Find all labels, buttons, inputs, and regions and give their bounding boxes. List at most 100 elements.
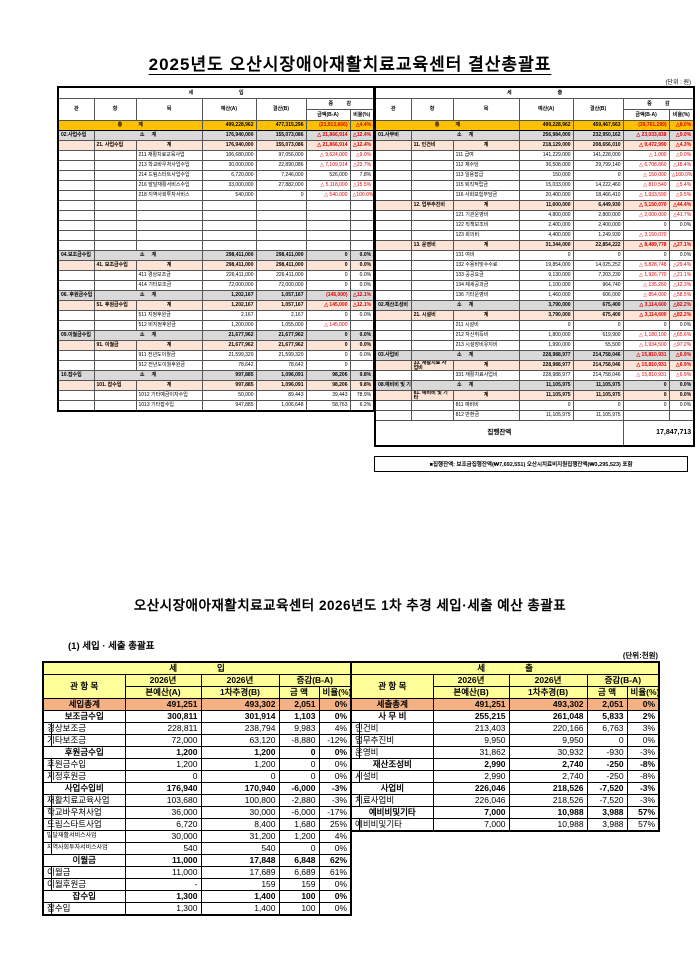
- cell: [57, 310, 95, 321]
- cell: 0: [305, 330, 351, 341]
- cell: △ 21,866,914: [305, 140, 351, 151]
- cell: 298,411,000: [201, 250, 257, 261]
- table-row: 101. 잡수입 계 997,885 1,096,091 98,206 9.8%: [57, 380, 375, 391]
- cell: 0.0%: [668, 320, 695, 331]
- cell: 116 사회보험부담금: [452, 190, 520, 201]
- cell: [410, 170, 454, 181]
- cell: 55,500: [572, 340, 624, 351]
- cell: 100: [278, 890, 320, 903]
- cell: 4%: [318, 830, 352, 843]
- cell: [410, 210, 454, 221]
- cell: 0: [278, 770, 320, 783]
- cell: 0%: [318, 758, 352, 771]
- revenue-band: 세입: [57, 86, 375, 99]
- cell: △4.4%: [349, 120, 375, 131]
- cell: 0.0%: [349, 350, 375, 361]
- cell: 업무추진비: [350, 734, 434, 747]
- cell: 606,000: [572, 290, 624, 301]
- cell: 2,167: [255, 310, 307, 321]
- cell: 81. 예비비 및 기타: [410, 390, 454, 401]
- cell: 512 비지정후원금: [135, 320, 203, 331]
- cell: 121 기관운영비: [452, 210, 520, 221]
- cell: 675,400: [572, 310, 624, 321]
- cell: 136 기타운영비: [452, 290, 520, 301]
- cell: 11,000: [124, 854, 202, 867]
- cell: 0.0%: [668, 380, 695, 391]
- cell: [374, 210, 412, 221]
- cell: 9.8%: [349, 370, 375, 381]
- table-row: 212 자산취득비 1,800,000 619,900 △ 1,180,100 △65.…: [374, 330, 695, 341]
- cell: 947,885: [201, 400, 257, 412]
- settlement-expense-table: 세출 관 항 목 예산(A) 결산(B) 증 감 금액(B-A) 비율(%) 총…: [374, 86, 696, 447]
- table-row: 912 전년도이월후원금 78,642 78,642 0: [57, 360, 375, 371]
- cell: 0: [255, 190, 307, 201]
- cell: [93, 280, 137, 291]
- cell: 7,246,000: [255, 170, 307, 181]
- cell: 155,073,086: [255, 130, 307, 141]
- cell: 예비비및기타: [350, 818, 434, 832]
- cell: 0: [305, 250, 351, 261]
- cell: 증감(B-A): [586, 674, 660, 687]
- cell: 111 급여: [452, 150, 520, 161]
- cell: [93, 360, 137, 371]
- cell: 09.이월금수입: [57, 330, 95, 341]
- cell: 14,222,460: [572, 180, 624, 191]
- table-row: 216 발달재활서비스수입 33,000,000 27,882,000 △ 5,118…: [57, 180, 375, 191]
- cell: △9.0%: [668, 130, 695, 141]
- cell: △ 854,000: [622, 290, 670, 301]
- settlement-expense-column: 세출 관 항 목 예산(A) 결산(B) 증 감 금액(B-A) 비율(%) 총…: [374, 86, 696, 472]
- cell: 금 액: [586, 686, 628, 699]
- cell: 62%: [318, 854, 352, 867]
- cell: 211 시설비: [452, 320, 520, 331]
- cell: 10.잡수입: [57, 370, 95, 381]
- cell: 78,642: [201, 360, 257, 371]
- cell: 11,105,975: [518, 390, 574, 401]
- cell: 0.0%: [349, 270, 375, 281]
- cell: 97,056,000: [255, 150, 307, 161]
- cell: 9,950: [508, 734, 588, 747]
- cell: 소계: [410, 350, 520, 361]
- cell: 학교바우처사업: [42, 806, 126, 819]
- cell: [57, 210, 95, 221]
- cell: 2,167: [201, 310, 257, 321]
- cell: 0: [278, 842, 320, 855]
- cell: [374, 400, 412, 411]
- cell: 사업비: [350, 782, 434, 795]
- cell: 9,983: [278, 722, 320, 735]
- cell: [410, 280, 454, 291]
- cell: 금액(B-A): [622, 109, 670, 121]
- cell: 0: [622, 320, 670, 331]
- cell: [57, 340, 95, 351]
- table-section: 집행잔액 17,847,713: [374, 420, 695, 447]
- cell: 256,984,000: [518, 130, 574, 141]
- table-section: 세출총계 491,251 493,302 2,051 0% 사 무 비 255,215 261…: [350, 698, 660, 832]
- cell: 812 반환금: [452, 410, 520, 421]
- cell: [201, 220, 257, 231]
- table-row: 41. 보조금수입 계 298,411,000 298,411,000 0 0.0%: [57, 260, 375, 271]
- cell: 1,200: [278, 830, 320, 843]
- cell: [374, 170, 412, 181]
- cell: (21,913,666): [305, 120, 351, 131]
- table-row: 812 반환금 11,105,975 11,105,975: [374, 410, 695, 421]
- cell: 141,229,000: [518, 150, 574, 161]
- cell: [57, 150, 95, 161]
- cell: 214 드림스타트사업수입: [135, 170, 203, 181]
- cell: 72,000,000: [255, 280, 307, 291]
- cell: [349, 200, 375, 211]
- cell: 228,988,977: [518, 370, 574, 381]
- cell: 항: [93, 98, 137, 121]
- cell: 7,000: [432, 818, 510, 832]
- table-row: 이월후원금 -159 159 0%: [42, 878, 352, 891]
- cell: △ 5,828,748: [622, 260, 670, 271]
- table-row: 이월금 11,000 17,848 6,848 62%: [42, 854, 352, 867]
- cell: 301,914: [200, 710, 280, 723]
- table-row: 시설비 2,990 2,740 -250 -8%: [350, 770, 660, 783]
- cell: 30,000: [124, 830, 202, 843]
- table-row: 02.재산조성비 소계 3,790,000 675,400 △ 3,114,600 △82…: [374, 300, 695, 311]
- cell: 29,799,140: [572, 160, 624, 171]
- cell: 57%: [626, 806, 660, 819]
- cell: 477,315,296: [255, 120, 307, 131]
- cell: [57, 350, 95, 361]
- cell: 17,689: [200, 866, 280, 879]
- table-row: 02.사업수입 소계 176,940,000 155,073,086 △ 21,866,…: [57, 130, 375, 141]
